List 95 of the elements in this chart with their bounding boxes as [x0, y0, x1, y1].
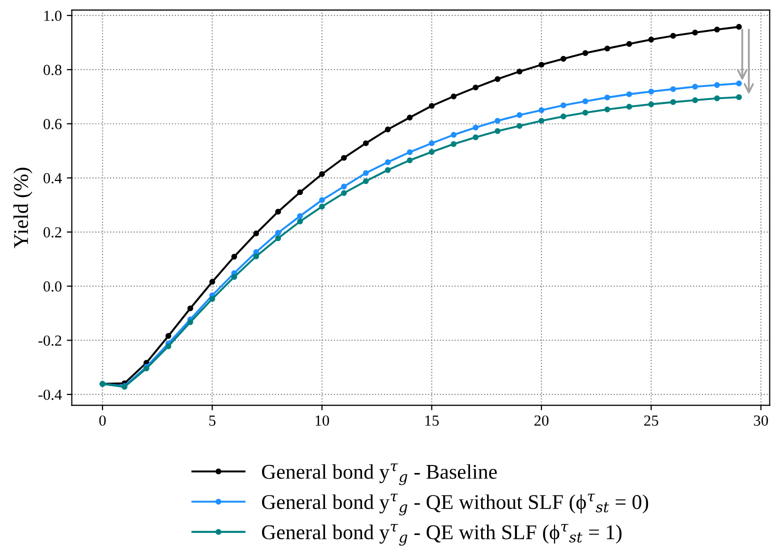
- point: [626, 91, 632, 98]
- point: [341, 154, 347, 161]
- point: [319, 197, 325, 204]
- point: [428, 102, 435, 109]
- point: [494, 118, 500, 124]
- point: [275, 208, 282, 215]
- point: [472, 134, 479, 140]
- point: [187, 319, 194, 326]
- point: [538, 118, 544, 124]
- point: [341, 184, 347, 190]
- point: [604, 94, 610, 100]
- y-tick-label: -0.2: [38, 335, 62, 346]
- point: [450, 132, 457, 138]
- point: [582, 98, 588, 104]
- point: [582, 50, 588, 56]
- point: [670, 86, 676, 92]
- point: [275, 230, 282, 236]
- point: [472, 84, 479, 90]
- point: [231, 274, 238, 280]
- point: [406, 149, 413, 156]
- point: [714, 95, 720, 102]
- point: [648, 101, 654, 108]
- point: [582, 110, 588, 116]
- x-tick-label: 15: [425, 416, 439, 426]
- x-tick-label: 20: [534, 415, 548, 426]
- point: [362, 178, 369, 184]
- point: [384, 167, 391, 173]
- point: [253, 253, 260, 260]
- point: [341, 190, 347, 196]
- point: [165, 343, 172, 350]
- point: [648, 88, 654, 94]
- point: [692, 30, 698, 36]
- point: [604, 106, 610, 112]
- point: [670, 32, 676, 39]
- y-tick-label: 0.6: [44, 118, 62, 130]
- point: [538, 62, 544, 68]
- point: [406, 157, 413, 164]
- point: [450, 141, 457, 147]
- x-tick-label: 30: [754, 415, 768, 426]
- legend-label: General bond y$^{τ}$$_{g}$ - QE with SLF (ϕ$^{τ}$$_{st}$ = 1): [262, 524, 622, 546]
- point: [450, 93, 457, 100]
- point: [516, 112, 522, 118]
- point: [253, 230, 260, 236]
- x-tick-label: 10: [316, 415, 330, 426]
- point: [384, 126, 391, 132]
- legend-label: General bond y$^{τ}$$_{g}$ - QE without SLF (ϕ$^{τ}$$_{st}$ = 0): [262, 494, 648, 516]
- point: [231, 254, 238, 260]
- point: [736, 80, 742, 86]
- y-axis-title: Yield (%): [13, 168, 32, 248]
- point: [472, 124, 479, 130]
- point: [516, 68, 522, 74]
- point: [736, 94, 742, 100]
- point: [428, 148, 435, 155]
- point: [692, 84, 698, 90]
- x-tick-label: 0: [99, 415, 106, 426]
- point: [538, 107, 544, 114]
- point: [362, 140, 369, 146]
- point: [626, 104, 632, 110]
- point: [692, 97, 698, 104]
- point: [626, 40, 632, 47]
- y-tick-label: 1.0: [44, 10, 62, 21]
- point: [714, 26, 720, 32]
- point: [560, 114, 566, 120]
- point: [319, 171, 325, 178]
- y-tick-label: 0.2: [44, 227, 62, 238]
- y-tick-label: 0.4: [44, 173, 62, 184]
- point: [384, 159, 391, 166]
- point: [209, 296, 216, 302]
- point: [297, 213, 303, 219]
- point: [406, 114, 413, 120]
- point: [187, 305, 194, 312]
- y-tick-label: -0.4: [38, 390, 62, 400]
- point: [648, 36, 654, 42]
- point: [494, 128, 500, 134]
- point: [297, 189, 303, 196]
- point: [165, 333, 172, 339]
- point: [209, 278, 216, 285]
- point: [670, 99, 676, 106]
- y-tick-label: 0.8: [44, 64, 62, 76]
- point: [604, 46, 610, 52]
- point: [560, 102, 566, 108]
- point: [319, 204, 325, 210]
- point: [494, 76, 500, 82]
- point: [428, 140, 435, 146]
- point: [275, 235, 282, 242]
- point: [714, 82, 720, 88]
- legend-label: General bond y$^{τ}$$_{g}$ - Baseline: [262, 464, 497, 486]
- x-tick-label: 5: [209, 416, 216, 426]
- point: [516, 123, 522, 129]
- point: [362, 170, 369, 176]
- point: [560, 56, 566, 62]
- x-tick-label: 25: [644, 415, 658, 426]
- point: [736, 24, 742, 30]
- point: [297, 218, 303, 224]
- y-tick-label: 0.0: [44, 281, 62, 292]
